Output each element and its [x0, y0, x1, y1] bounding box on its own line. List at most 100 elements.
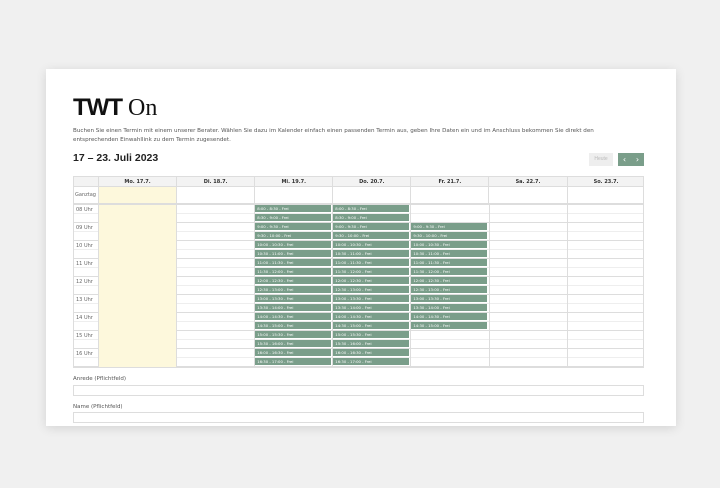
time-row: [74, 277, 643, 286]
allday-cell[interactable]: [98, 187, 177, 203]
free-slot[interactable]: 16:30 - 17:00 - Frei: [255, 358, 332, 366]
time-row: [74, 349, 643, 358]
name-label: Name (Pflichtfeld): [73, 404, 123, 410]
free-slot[interactable]: 12:00 - 12:30 - Frei: [411, 277, 488, 285]
day-column[interactable]: [566, 205, 645, 367]
free-slot[interactable]: 11:30 - 12:00 - Frei: [255, 268, 332, 276]
free-slot[interactable]: 9:00 - 9:30 - Frei: [411, 223, 488, 231]
free-slot[interactable]: 8:30 - 9:00 - Frei: [255, 214, 332, 222]
free-slot[interactable]: 15:30 - 16:00 - Frei: [255, 340, 332, 348]
salutation-field[interactable]: [73, 385, 644, 396]
free-slot[interactable]: 16:00 - 16:30 - Frei: [333, 349, 410, 357]
free-slot[interactable]: 15:00 - 15:30 - Frei: [333, 331, 410, 339]
time-row: [74, 313, 643, 322]
free-slot[interactable]: 13:00 - 13:30 - Frei: [255, 295, 332, 303]
date-range-title: 17 – 23. Juli 2023: [73, 152, 159, 164]
allday-cell[interactable]: [254, 187, 332, 203]
salutation-label: Anrede (Pflichtfeld): [73, 376, 127, 382]
free-slot[interactable]: 10:30 - 11:00 - Frei: [255, 250, 332, 258]
free-slot[interactable]: 11:00 - 11:30 - Frei: [333, 259, 410, 267]
free-slot[interactable]: 16:00 - 16:30 - Frei: [255, 349, 332, 357]
free-slot[interactable]: 14:30 - 15:00 - Frei: [255, 322, 332, 330]
booking-card: TWT On Buchen Sie einen Termin mit einem…: [46, 69, 676, 426]
day-header: Mo. 17.7.: [98, 177, 176, 186]
free-slot[interactable]: 8:00 - 8:30 - Frei: [255, 205, 332, 213]
day-column[interactable]: [98, 205, 177, 367]
free-slot[interactable]: 14:00 - 14:30 - Frei: [411, 313, 488, 321]
free-slot[interactable]: 10:30 - 11:00 - Frei: [411, 250, 488, 258]
day-column[interactable]: [176, 205, 254, 367]
day-header: Mi. 19.7.: [254, 177, 332, 186]
free-slot[interactable]: 8:30 - 9:00 - Frei: [333, 214, 410, 222]
allday-cell[interactable]: [332, 187, 410, 203]
day-column[interactable]: [410, 205, 488, 367]
free-slot[interactable]: 16:30 - 17:00 - Frei: [333, 358, 410, 366]
hour-label: 08 Uhr: [76, 207, 93, 213]
free-slot[interactable]: 10:00 - 10:30 - Frei: [333, 241, 410, 249]
free-slot[interactable]: 13:30 - 14:00 - Frei: [255, 304, 332, 312]
time-row: [74, 250, 643, 259]
free-slot[interactable]: 12:30 - 13:00 - Frei: [255, 286, 332, 294]
free-slot[interactable]: 13:30 - 14:00 - Frei: [333, 304, 410, 312]
free-slot[interactable]: 11:00 - 11:30 - Frei: [255, 259, 332, 267]
hour-label: 12 Uhr: [76, 279, 93, 285]
free-slot[interactable]: 11:30 - 12:00 - Frei: [411, 268, 488, 276]
time-row: [74, 205, 643, 214]
time-row: [74, 259, 643, 268]
allday-cell[interactable]: [176, 187, 254, 203]
free-slot[interactable]: 14:00 - 14:30 - Frei: [333, 313, 410, 321]
time-row: [74, 214, 643, 223]
hour-label: 10 Uhr: [76, 243, 93, 249]
free-slot[interactable]: 14:30 - 15:00 - Frei: [411, 322, 488, 330]
time-row: [74, 295, 643, 304]
free-slot[interactable]: 10:00 - 10:30 - Frei: [411, 241, 488, 249]
day-header: Fr. 21.7.: [410, 177, 488, 186]
day-header: So. 23.7.: [566, 177, 645, 186]
free-slot[interactable]: 12:00 - 12:30 - Frei: [255, 277, 332, 285]
corner-cell: [74, 177, 98, 186]
week-calendar: Mo. 17.7. Di. 18.7. Mi. 19.7. Do. 20.7. Fr. …: [73, 176, 644, 368]
allday-row: Ganztag: [74, 187, 643, 205]
free-slot[interactable]: 11:00 - 11:30 - Frei: [411, 259, 488, 267]
allday-label: Ganztag: [75, 192, 96, 198]
time-row: [74, 322, 643, 331]
hour-label: 09 Uhr: [76, 225, 93, 231]
free-slot[interactable]: 10:00 - 10:30 - Frei: [255, 241, 332, 249]
allday-cell[interactable]: [410, 187, 488, 203]
free-slot[interactable]: 9:30 - 10:00 - Frei: [255, 232, 332, 240]
day-column[interactable]: [488, 205, 567, 367]
free-slot[interactable]: 15:30 - 16:00 - Frei: [333, 340, 410, 348]
free-slot[interactable]: 13:00 - 13:30 - Frei: [411, 295, 488, 303]
time-row: [74, 331, 643, 340]
free-slot[interactable]: 9:00 - 9:30 - Frei: [255, 223, 332, 231]
free-slot[interactable]: 9:00 - 9:30 - Frei: [333, 223, 410, 231]
free-slot[interactable]: 9:30 - 10:00 - Frei: [333, 232, 410, 240]
time-row: [74, 232, 643, 241]
allday-cell[interactable]: [566, 187, 645, 203]
chevron-right-icon[interactable]: ›: [635, 155, 640, 164]
free-slot[interactable]: 12:30 - 13:00 - Frei: [333, 286, 410, 294]
hour-label: 15 Uhr: [76, 333, 93, 339]
free-slot[interactable]: 13:00 - 13:30 - Frei: [333, 295, 410, 303]
free-slot[interactable]: 11:30 - 12:00 - Frei: [333, 268, 410, 276]
free-slot[interactable]: 14:00 - 14:30 - Frei: [255, 313, 332, 321]
day-column[interactable]: [254, 205, 332, 367]
time-row: [74, 286, 643, 295]
free-slot[interactable]: 13:30 - 14:00 - Frei: [411, 304, 488, 312]
free-slot[interactable]: 12:30 - 13:00 - Frei: [411, 286, 488, 294]
free-slot[interactable]: 12:00 - 12:30 - Frei: [333, 277, 410, 285]
allday-cell[interactable]: [488, 187, 566, 203]
today-button[interactable]: Heute: [589, 153, 613, 166]
name-field[interactable]: [73, 412, 644, 423]
time-row: [74, 358, 643, 367]
free-slot[interactable]: 15:00 - 15:30 - Frei: [255, 331, 332, 339]
hour-label: 13 Uhr: [76, 297, 93, 303]
free-slot[interactable]: 14:30 - 15:00 - Frei: [333, 322, 410, 330]
free-slot[interactable]: 10:30 - 11:00 - Frei: [333, 250, 410, 258]
day-header: Do. 20.7.: [332, 177, 410, 186]
free-slot[interactable]: 8:00 - 8:30 - Frei: [333, 205, 410, 213]
chevron-left-icon[interactable]: ‹: [622, 155, 627, 164]
day-column[interactable]: [332, 205, 410, 367]
free-slot[interactable]: 9:30 - 10:00 - Frei: [411, 232, 488, 240]
week-nav: ‹ ›: [618, 153, 644, 166]
